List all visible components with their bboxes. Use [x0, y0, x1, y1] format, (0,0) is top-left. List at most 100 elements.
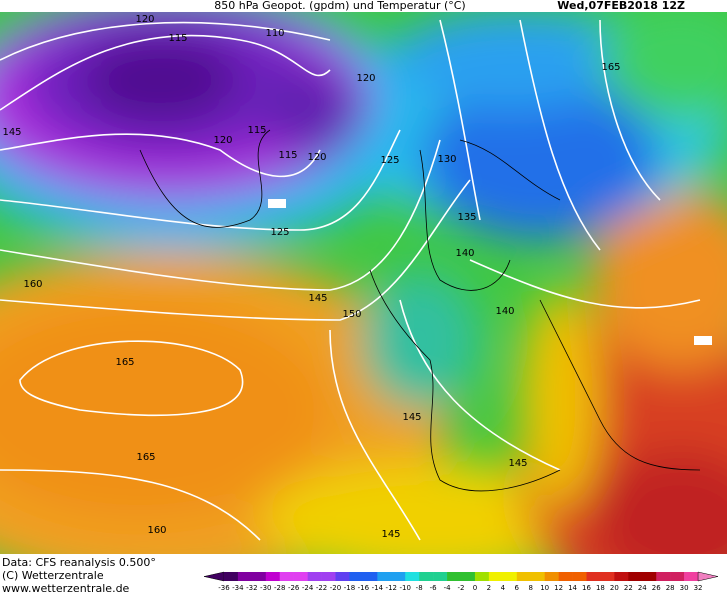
contour-label: 145: [381, 529, 400, 540]
contour-label: 165: [136, 452, 155, 463]
colorbar-tick-label: -28: [274, 584, 285, 592]
contour-label: 120: [307, 152, 326, 163]
colorbar-segment: [530, 572, 545, 581]
geopotential-contours: [0, 19, 701, 541]
colorbar-arrow: [697, 571, 719, 582]
contour-label: 110: [265, 28, 284, 39]
contour-label: 160: [23, 279, 42, 290]
footer-line: (C) Wetterzentrale: [2, 569, 104, 582]
contour-label: 115: [278, 150, 297, 161]
colorbar-tick-label: -2: [458, 584, 465, 592]
colorbar-segment: [642, 572, 657, 581]
station-box: [268, 199, 286, 208]
colorbar-tick-label: -36: [218, 584, 230, 592]
colorbar-tick-label: 4: [501, 584, 506, 592]
colorbar-segment: [391, 572, 406, 581]
colorbar-segment: [293, 572, 308, 581]
colorbar-tick-label: -34: [232, 584, 244, 592]
colorbar-segment: [279, 572, 294, 581]
contour-label: 165: [601, 62, 620, 73]
contour-label: 130: [437, 154, 456, 165]
contour-label: 120: [213, 135, 232, 146]
colorbar-segment: [349, 572, 364, 581]
colorbar-tick-label: -10: [400, 584, 411, 592]
colorbar-tick-label: -14: [372, 584, 384, 592]
colorbar-segment: [433, 572, 448, 581]
colorbar-tick-label: 30: [680, 584, 689, 592]
colorbar-segment: [237, 572, 253, 581]
contour-label: 120: [356, 73, 375, 84]
colorbar-segment: [488, 572, 504, 581]
contour-label: 145: [508, 458, 527, 469]
contour-label: 115: [168, 33, 187, 44]
colorbar-segment: [600, 572, 615, 581]
colorbar-segment: [628, 572, 643, 581]
colorbar-tick-label: 20: [610, 584, 619, 592]
footer-line: www.wetterzentrale.de: [2, 582, 130, 593]
contour-label: 165: [115, 357, 134, 368]
colorbar-segment: [670, 572, 685, 581]
contour-label: 145: [2, 127, 21, 138]
colorbar-segment: [544, 572, 559, 581]
colorbar: -36 -34 -32 -30 -28 -26 -24 -22 -20 -18 -16 -14 -12-…: [203, 571, 719, 592]
station-box: [694, 336, 712, 345]
colorbar-tick-label: -18: [344, 584, 355, 592]
colorbar-segment: [265, 572, 281, 581]
colorbar-tick-label: 26: [652, 584, 661, 592]
colorbar-tick-label: 12: [554, 584, 563, 592]
colorbar-segment: [419, 572, 434, 581]
colorbar-segment: [516, 572, 532, 581]
colorbar-segment: [363, 572, 378, 581]
contour-label: 140: [455, 248, 474, 259]
contour-label: 120: [135, 14, 154, 25]
colorbar-tick-label: 22: [624, 584, 633, 592]
colorbar-tick-label: 8: [528, 584, 532, 592]
colorbar-segment: [656, 572, 671, 581]
colorbar-tick-label: 14: [568, 584, 577, 592]
contour-label: 150: [342, 309, 361, 320]
colorbar-segment: [377, 572, 392, 581]
colorbar-segment: [558, 572, 573, 581]
colorbar-tick-label: -26: [288, 584, 300, 592]
coastlines: [139, 129, 701, 492]
colorbar-tick-label: -22: [316, 584, 327, 592]
contour-label: 145: [308, 293, 327, 304]
colorbar-tick-label: -24: [302, 584, 314, 592]
colorbar-tick-label: -32: [246, 584, 257, 592]
colorbar-segment: [614, 572, 629, 581]
colorbar-tick-label: -4: [444, 584, 452, 592]
contour-label: 145: [402, 412, 421, 423]
colorbar-tick-label: 32: [694, 584, 703, 592]
map-date: Wed,07FEB2018 12Z: [557, 0, 685, 12]
colorbar-segment: [321, 572, 336, 581]
colorbar-segment: [572, 572, 587, 581]
contour-label: 160: [147, 525, 166, 536]
colorbar-segment: [474, 572, 490, 581]
contour-label: 125: [380, 155, 399, 166]
colorbar-segment: [405, 572, 420, 581]
map-title: 850 hPa Geopot. (gpdm) und Temperatur (°…: [214, 0, 465, 12]
colorbar-tick-label: 16: [582, 584, 591, 592]
colorbar-segment: [502, 572, 518, 581]
contour-label: 115: [247, 125, 266, 136]
footer-line: Data: CFS reanalysis 0.500°: [2, 556, 156, 569]
contour-label: 140: [495, 306, 514, 317]
contour-labels: 120 115 110 120 115 120 115 120 125 130 …: [2, 14, 620, 540]
colorbar-tick-label: -30: [260, 584, 271, 592]
colorbar-tick-label: -8: [416, 584, 423, 592]
colorbar-tick-label: -20: [330, 584, 341, 592]
colorbar-tick-label: -12: [386, 584, 397, 592]
colorbar-segment: [307, 572, 322, 581]
colorbar-tick-label: 24: [638, 584, 647, 592]
colorbar-segment: [251, 572, 267, 581]
colorbar-segment: [223, 572, 239, 581]
colorbar-tick-label: 28: [666, 584, 675, 592]
colorbar-segment: [586, 572, 601, 581]
colorbar-segment: [461, 572, 476, 581]
contour-label: 125: [270, 227, 289, 238]
contour-label: 135: [457, 212, 476, 223]
colorbar-tick-label: 6: [515, 584, 520, 592]
colorbar-tick-label: 10: [540, 584, 549, 592]
